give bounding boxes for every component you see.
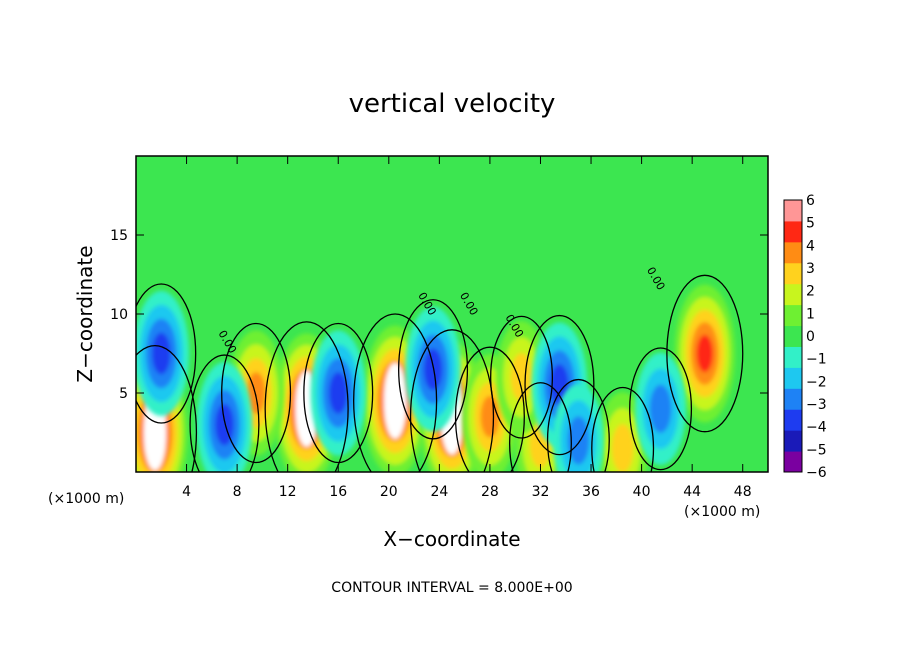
x-tick-label: 16	[329, 484, 347, 500]
x-tick-label: 12	[279, 484, 297, 500]
colorbar-label: 2	[806, 284, 815, 300]
x-tick-label: 36	[582, 484, 600, 500]
colorbar-cell	[784, 262, 802, 285]
contour-line	[221, 322, 292, 464]
field-level	[696, 334, 714, 373]
colorbar-cell	[784, 451, 802, 473]
colorbar-cell	[784, 346, 802, 368]
contour-line	[490, 315, 554, 439]
colorbar-label: −5	[806, 442, 827, 458]
colorbar-cell	[784, 283, 802, 306]
colorbar-label: 4	[806, 238, 815, 254]
downdraft-cell	[405, 306, 461, 432]
x-tick-label: 28	[481, 484, 499, 500]
colorbar: 6 5 4 3 2 1 0 −1 −2 −3 −4 −5 −6	[783, 193, 827, 481]
contour-line	[508, 382, 572, 472]
colorbar-cells	[784, 200, 802, 473]
colorbar-label: −4	[806, 420, 827, 436]
colorbar-cell	[784, 325, 802, 347]
contour-line	[454, 346, 525, 472]
colorbar-cell	[784, 409, 802, 431]
contour-line	[303, 322, 374, 464]
chart-title: vertical velocity	[349, 89, 556, 119]
colorbar-label: −3	[806, 397, 827, 413]
colorbar-cell	[784, 304, 802, 327]
colorbar-label: 1	[806, 306, 815, 322]
field-level	[510, 353, 533, 402]
x-tick-label: 48	[734, 484, 752, 500]
x-unit-label-left: (×1000 m)	[48, 491, 124, 507]
colorbar-cell	[784, 388, 802, 410]
y-axis-label: Z−coordinate	[73, 245, 97, 382]
field-core	[383, 362, 407, 439]
contour-line	[629, 347, 693, 471]
contour-line	[136, 283, 197, 424]
field-level	[152, 332, 171, 375]
contour-line	[666, 274, 744, 433]
x-tick-label: 32	[532, 484, 550, 500]
x-tick-label: 44	[683, 484, 701, 500]
colorbar-label: 6	[806, 193, 815, 209]
colorbar-label: −1	[806, 352, 827, 368]
contour-line	[136, 344, 198, 472]
x-tick-label: 20	[380, 484, 398, 500]
downdraft-cell	[196, 362, 253, 472]
colorbar-label: 0	[806, 329, 815, 345]
x-unit-label-right: (×1000 m)	[684, 504, 760, 520]
downdraft-cell	[553, 384, 604, 472]
x-tick-label: 4	[182, 484, 191, 500]
x-tick-label: 8	[233, 484, 242, 500]
contour-line	[409, 329, 495, 472]
y-tick-label: 5	[119, 386, 128, 402]
field-level	[567, 416, 590, 465]
x-tick-label: 24	[430, 484, 448, 500]
colorbar-cell	[784, 220, 802, 243]
colorbar-cell	[784, 430, 802, 452]
x-axis-ticks: 4 8 12 16 20 24 28 32 36 40 44 48	[182, 156, 752, 500]
field-level	[423, 348, 443, 391]
colorbar-frame	[783, 199, 803, 473]
field-level	[649, 384, 672, 433]
contour-line	[524, 314, 595, 456]
colorbar-cell	[784, 200, 802, 222]
colorbar-label: 3	[806, 261, 815, 277]
colorbar-label: 5	[806, 216, 815, 232]
downdraft-cell	[136, 290, 190, 417]
x-axis-label: X−coordinate	[383, 527, 520, 551]
field-level	[611, 424, 634, 472]
colorbar-label: −2	[806, 374, 827, 390]
x-tick-label: 40	[633, 484, 651, 500]
colorbar-label: −6	[806, 465, 827, 481]
contour-line	[398, 299, 469, 440]
contour-line	[264, 321, 349, 472]
contour-line	[353, 313, 438, 472]
colorbar-cell	[784, 241, 802, 264]
plot-area: 0.00 0.000.000.000.00 4 8 12 16 20 24 28 32 36 40 4…	[110, 155, 769, 500]
colorbar-labels: 6 5 4 3 2 1 0 −1 −2 −3 −4 −5 −6	[806, 193, 827, 481]
colorbar-cell	[784, 367, 802, 389]
downdraft-cell	[310, 330, 367, 456]
contour-line	[189, 354, 260, 472]
field-level	[328, 372, 348, 414]
contour-line	[591, 386, 655, 472]
contour-interval-note: CONTOUR INTERVAL = 8.000E+00	[331, 580, 572, 596]
y-tick-label: 15	[110, 228, 128, 244]
y-tick-label: 10	[110, 307, 128, 323]
contour-line	[546, 378, 610, 472]
y-axis-ticks: 5 10 15	[110, 228, 768, 402]
field-level	[480, 395, 500, 438]
zero-contours: 0.00 0.000.000.000.00	[136, 265, 744, 472]
